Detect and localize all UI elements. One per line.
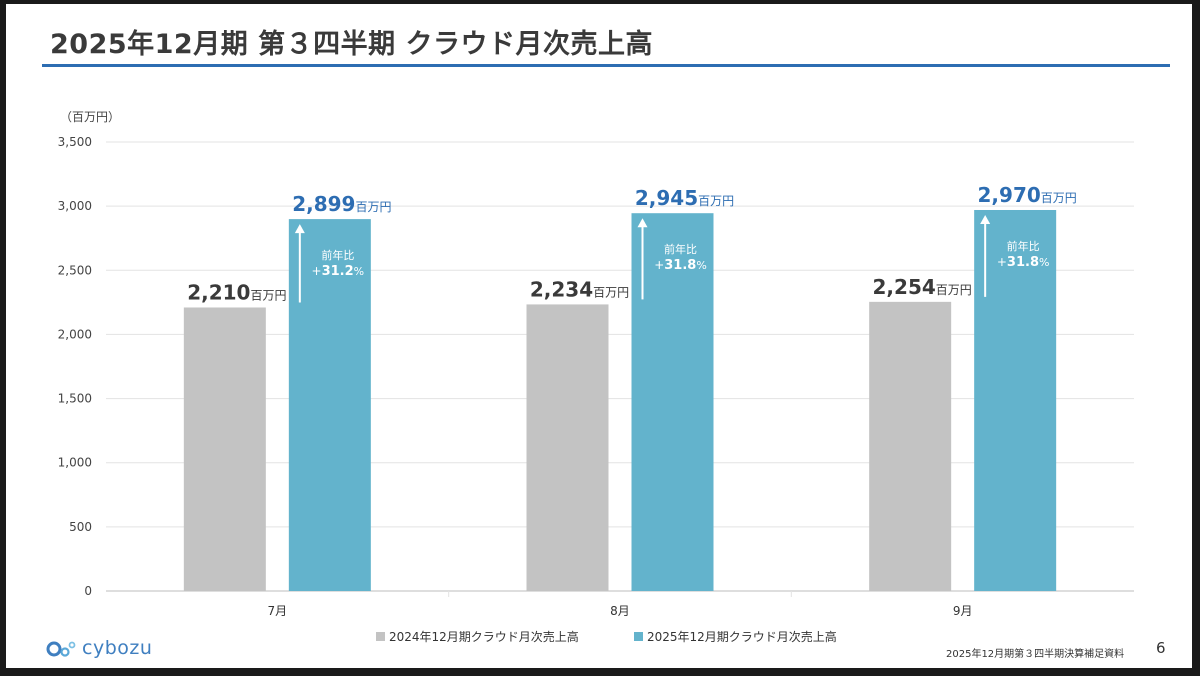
bar-curr-year xyxy=(288,219,371,591)
page-number: 6 xyxy=(1156,639,1166,657)
bar-prev-year xyxy=(526,304,609,591)
y-tick-label: 3,500 xyxy=(58,135,92,149)
growth-arrowhead xyxy=(294,224,305,234)
y-tick-label: 3,000 xyxy=(58,199,92,213)
legend-swatch-prev-year xyxy=(376,632,385,641)
y-tick-label: 2,500 xyxy=(58,263,92,277)
cybozu-logo-icon xyxy=(46,641,76,657)
data-label-prev-year: 2,234百万円 xyxy=(530,277,629,301)
yoy-label: 前年比 xyxy=(664,242,697,256)
page-title: 2025年12月期 第３四半期 クラウド月次売上高 xyxy=(50,29,654,60)
footer-note: 2025年12月期第３四半期決算補足資料 xyxy=(946,649,1125,660)
x-tick-label: 8月 xyxy=(610,604,630,618)
slide: 2025年12月期 第３四半期 クラウド月次売上高 （百万円） 0 500 1,00… xyxy=(6,4,1192,668)
data-label-curr-year: 2,899百万円 xyxy=(292,192,391,216)
title-divider xyxy=(42,64,1170,67)
x-tick-label: 7月 xyxy=(268,604,288,618)
bar-prev-year xyxy=(183,307,266,591)
y-axis-unit-label: （百万円） xyxy=(60,110,121,124)
cybozu-logo: cybozu xyxy=(46,636,152,660)
growth-arrowhead xyxy=(980,214,991,224)
yoy-value: +31.8% xyxy=(997,255,1050,270)
yoy-value: +31.2% xyxy=(312,264,365,279)
bar-chart: 0 500 1,000 1,500 2,000 2,500 3,000 3,500 2,210百… xyxy=(58,135,1134,644)
y-tick-label: 2,000 xyxy=(58,327,92,341)
growth-arrowhead xyxy=(637,218,648,228)
legend-swatch-curr-year xyxy=(634,632,643,641)
logo-text: cybozu xyxy=(82,637,153,659)
legend-label-prev-year: 2024年12月期クラウド月次売上高 xyxy=(389,629,579,644)
y-tick-label: 1,000 xyxy=(58,456,92,470)
y-tick-label: 1,500 xyxy=(58,392,92,406)
yoy-label: 前年比 xyxy=(1007,239,1040,253)
bar-prev-year xyxy=(869,301,952,591)
legend-label-curr-year: 2025年12月期クラウド月次売上高 xyxy=(647,629,837,644)
data-label-prev-year: 2,210百万円 xyxy=(187,280,286,304)
x-tick-label: 9月 xyxy=(953,604,973,618)
y-tick-label: 0 xyxy=(84,584,92,598)
bar-curr-year xyxy=(974,209,1057,591)
yoy-value: +31.8% xyxy=(654,258,707,273)
yoy-label: 前年比 xyxy=(321,248,354,262)
data-label-prev-year: 2,254百万円 xyxy=(873,275,972,299)
y-tick-label: 500 xyxy=(69,520,92,534)
bar-curr-year xyxy=(631,213,714,591)
data-label-curr-year: 2,945百万円 xyxy=(635,186,734,210)
data-label-curr-year: 2,970百万円 xyxy=(978,183,1077,207)
